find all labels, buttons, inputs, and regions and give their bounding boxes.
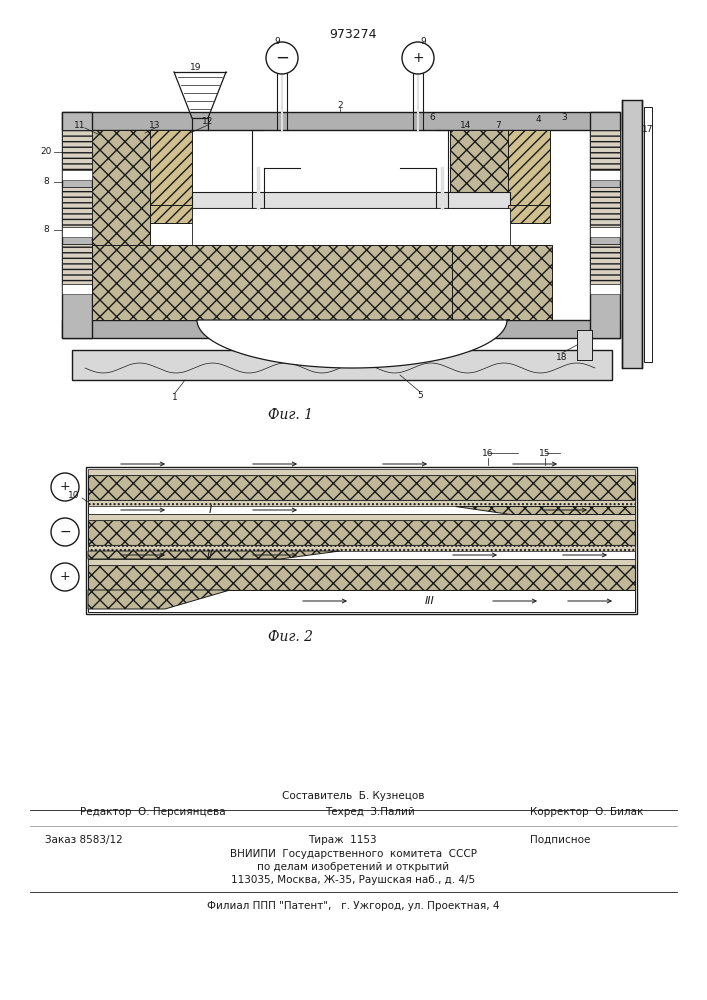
- Text: 8: 8: [43, 226, 49, 234]
- Text: Заказ 8583/12: Заказ 8583/12: [45, 835, 123, 845]
- Bar: [62, 284, 92, 294]
- Bar: [88, 475, 635, 500]
- Text: по делам изобретений и открытий: по делам изобретений и открытий: [257, 862, 449, 872]
- Text: 20: 20: [40, 147, 52, 156]
- Bar: [590, 112, 620, 338]
- Circle shape: [51, 563, 79, 591]
- Bar: [88, 514, 635, 520]
- Text: 9: 9: [420, 37, 426, 46]
- Text: II: II: [206, 550, 214, 560]
- Polygon shape: [455, 506, 635, 514]
- Text: Фиг. 2: Фиг. 2: [267, 630, 312, 644]
- Polygon shape: [88, 590, 230, 609]
- Text: 10: 10: [69, 490, 80, 499]
- Bar: [88, 520, 635, 545]
- Bar: [62, 227, 92, 237]
- Text: 973274: 973274: [329, 28, 377, 41]
- Circle shape: [51, 473, 79, 501]
- Bar: [88, 500, 635, 520]
- Bar: [452, 245, 552, 320]
- Bar: [150, 205, 192, 223]
- Bar: [508, 205, 550, 223]
- Text: Филиал ППП "Патент",   г. Ужгород, ул. Проектная, 4: Филиал ППП "Патент", г. Ужгород, ул. Про…: [206, 901, 499, 911]
- Bar: [590, 227, 620, 237]
- Bar: [590, 187, 620, 227]
- Text: 15: 15: [539, 448, 551, 458]
- Bar: [590, 244, 620, 284]
- Text: 5: 5: [417, 390, 423, 399]
- Bar: [62, 244, 92, 284]
- Bar: [88, 559, 635, 565]
- Bar: [62, 187, 92, 227]
- Bar: [508, 130, 550, 205]
- Circle shape: [402, 42, 434, 74]
- Bar: [88, 514, 635, 520]
- Text: I: I: [209, 505, 211, 515]
- Bar: [577, 330, 592, 360]
- Text: Тираж  1153: Тираж 1153: [308, 835, 377, 845]
- Text: 14: 14: [460, 120, 472, 129]
- Text: 9: 9: [274, 37, 280, 46]
- Bar: [622, 100, 642, 368]
- Text: Составитель  Б. Кузнецов: Составитель Б. Кузнецов: [282, 791, 424, 801]
- Text: −: −: [59, 525, 71, 539]
- Bar: [88, 545, 635, 551]
- Bar: [590, 170, 620, 180]
- Text: 4: 4: [535, 115, 541, 124]
- Bar: [92, 130, 150, 320]
- Text: +: +: [59, 481, 70, 493]
- Text: Техред  З.Палий: Техред З.Палий: [325, 807, 415, 817]
- Text: 19: 19: [190, 64, 201, 73]
- Text: 7: 7: [495, 120, 501, 129]
- Bar: [150, 130, 192, 205]
- Bar: [62, 320, 620, 338]
- Bar: [92, 245, 452, 320]
- Bar: [192, 192, 510, 208]
- Bar: [192, 208, 510, 245]
- Bar: [644, 107, 652, 362]
- Text: 11: 11: [74, 120, 86, 129]
- Bar: [88, 559, 635, 565]
- Polygon shape: [88, 551, 340, 559]
- Bar: [88, 469, 635, 475]
- Text: 2: 2: [337, 101, 343, 109]
- Text: −: −: [275, 49, 289, 67]
- Text: Подписное: Подписное: [530, 835, 590, 845]
- Text: III: III: [425, 596, 435, 606]
- Polygon shape: [197, 320, 510, 368]
- Text: 12: 12: [202, 117, 214, 126]
- Bar: [590, 284, 620, 294]
- Text: 17: 17: [642, 125, 654, 134]
- Text: Фиг. 1: Фиг. 1: [267, 408, 312, 422]
- Circle shape: [266, 42, 298, 74]
- Text: +: +: [59, 570, 70, 584]
- Bar: [88, 545, 635, 565]
- Circle shape: [51, 518, 79, 546]
- Text: 6: 6: [429, 113, 435, 122]
- Bar: [72, 350, 612, 380]
- Text: 16: 16: [482, 448, 493, 458]
- Bar: [88, 590, 635, 612]
- Text: 13: 13: [149, 120, 160, 129]
- Text: 113035, Москва, Ж-35, Раушская наб., д. 4/5: 113035, Москва, Ж-35, Раушская наб., д. …: [231, 875, 475, 885]
- Text: Корректор  О. Билак: Корректор О. Билак: [530, 807, 643, 817]
- Bar: [62, 170, 92, 180]
- Bar: [86, 467, 637, 614]
- Bar: [590, 130, 620, 170]
- Bar: [62, 112, 92, 338]
- Bar: [450, 130, 508, 320]
- Text: 3: 3: [561, 113, 567, 122]
- Bar: [62, 130, 92, 170]
- Bar: [62, 112, 620, 130]
- Bar: [88, 500, 635, 506]
- Text: 18: 18: [556, 353, 568, 361]
- Text: ВНИИПИ  Государственного  комитета  СССР: ВНИИПИ Государственного комитета СССР: [230, 849, 477, 859]
- Bar: [88, 565, 635, 590]
- Text: 8: 8: [43, 178, 49, 186]
- Text: 1: 1: [172, 392, 178, 401]
- Text: +: +: [412, 51, 423, 65]
- Text: Редактор  О. Персиянцева: Редактор О. Персиянцева: [80, 807, 226, 817]
